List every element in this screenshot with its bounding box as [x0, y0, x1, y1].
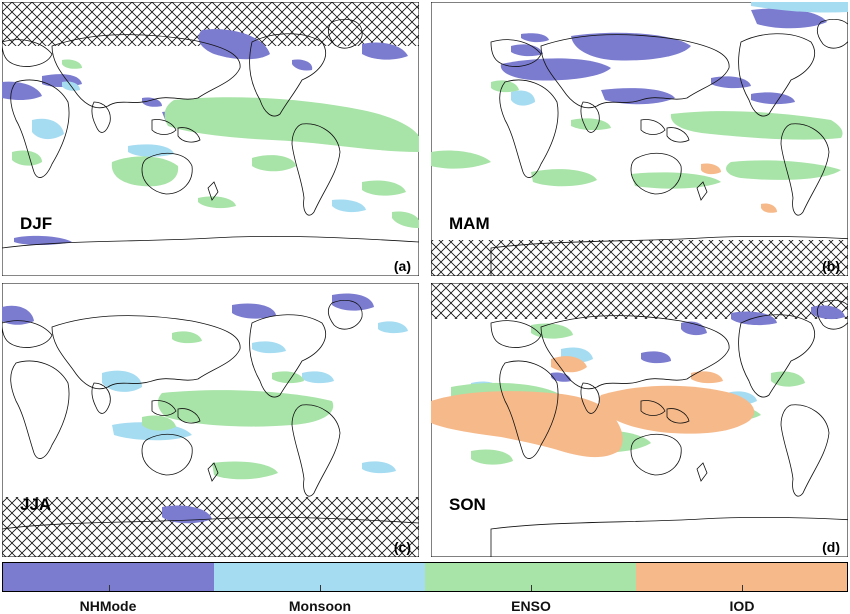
enso-regions	[431, 80, 843, 189]
season-label: MAM	[449, 214, 490, 233]
season-label: JJA	[20, 495, 52, 514]
enso-regions	[142, 331, 334, 480]
iod-regions	[701, 163, 777, 213]
nhmode-regions	[2, 293, 374, 524]
panel-tag: (b)	[822, 258, 840, 274]
legend-label-enso: ENSO	[511, 598, 551, 614]
legend-label-monsoon: Monsoon	[288, 598, 352, 614]
hatched-region	[431, 240, 848, 276]
legend-swatch-enso	[425, 563, 636, 591]
legend-swatch-monsoon	[214, 563, 425, 591]
panel-tag: (a)	[393, 258, 411, 274]
panel-tag: (d)	[822, 539, 840, 555]
legend-label-nhmode: NHMode	[79, 598, 137, 614]
map-panel-djf: DJF (a)	[2, 2, 419, 276]
season-label: DJF	[20, 214, 53, 233]
panel-tag: (c)	[393, 539, 411, 555]
legend: NHMode Monsoon ENSO IOD	[0, 558, 850, 614]
legend-swatch-nhmode	[3, 563, 214, 591]
monsoon-regions	[511, 2, 848, 106]
nhmode-regions	[551, 305, 845, 382]
map-panel-mam: MAM (b)	[431, 2, 848, 276]
map-panel-son: SON (d)	[431, 283, 848, 557]
nhmode-regions	[500, 8, 827, 105]
season-label: SON	[449, 495, 486, 514]
monsoon-regions	[32, 81, 366, 213]
hatched-region	[2, 497, 419, 557]
hatched-region	[431, 283, 848, 319]
legend-label-iod: IOD	[729, 598, 755, 614]
enso-regions	[12, 59, 419, 228]
legend-swatch-iod	[636, 563, 847, 591]
map-panel-jja: JJA (c)	[2, 283, 419, 557]
legend-colorbar	[2, 562, 848, 592]
